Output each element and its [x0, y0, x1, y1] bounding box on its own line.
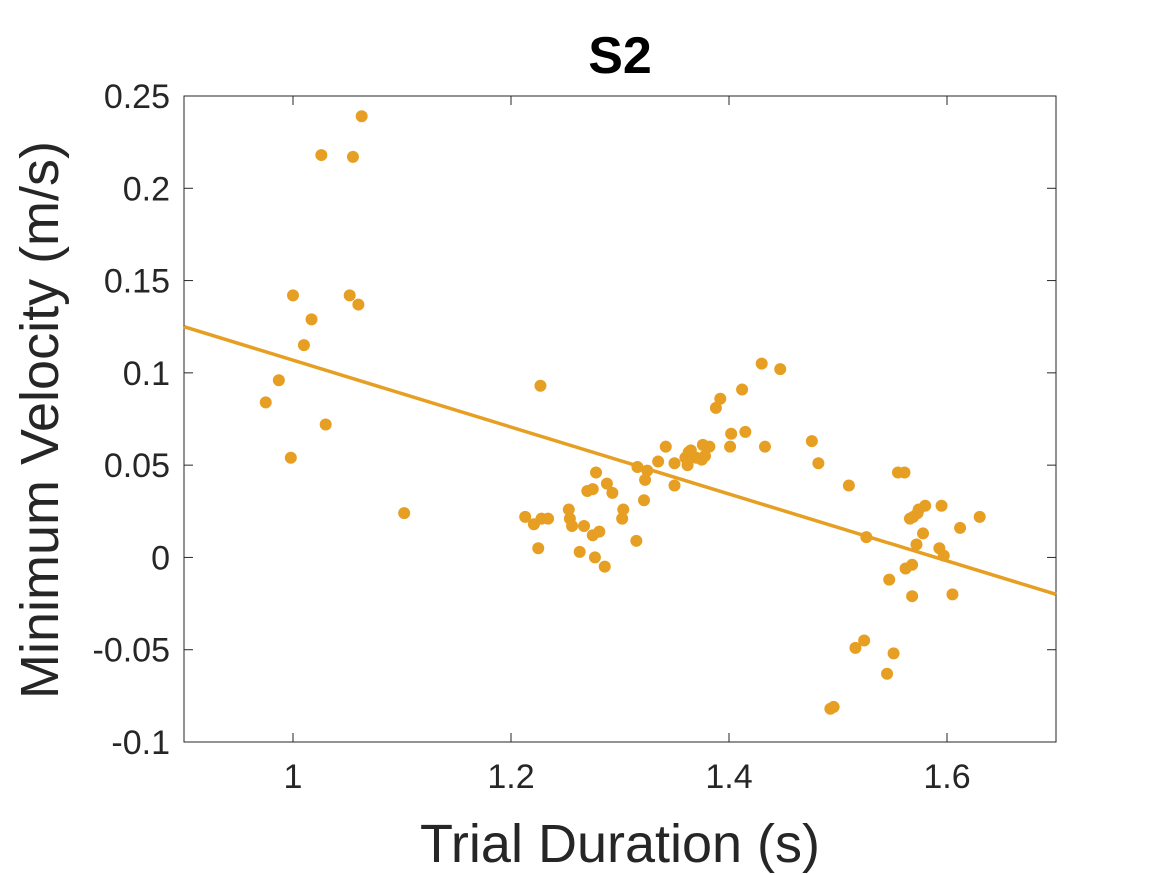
data-point	[315, 149, 328, 162]
y-tick-label: -0.1	[111, 724, 170, 762]
data-point	[973, 510, 986, 523]
data-point	[588, 551, 601, 564]
data-point	[774, 363, 787, 376]
data-point	[881, 667, 894, 680]
data-point	[946, 588, 959, 601]
y-tick-label: 0.25	[104, 78, 170, 116]
data-point	[297, 339, 310, 352]
y-tick-label: -0.05	[93, 632, 171, 670]
data-point	[725, 427, 738, 440]
data-point	[739, 425, 752, 438]
data-point	[586, 483, 599, 496]
data-point	[398, 507, 411, 520]
data-point	[352, 298, 365, 311]
y-tick-label: 0	[151, 539, 170, 577]
data-point	[532, 542, 545, 555]
data-point	[917, 527, 930, 540]
data-point	[272, 374, 285, 387]
data-point	[935, 499, 948, 512]
data-point	[600, 477, 613, 490]
data-point	[284, 451, 297, 464]
data-point	[617, 503, 630, 516]
data-point	[668, 479, 681, 492]
data-point	[562, 503, 575, 516]
chart-title: S2	[588, 27, 652, 85]
data-point	[542, 512, 555, 525]
data-point	[703, 440, 716, 453]
data-point	[668, 457, 681, 470]
data-point	[355, 110, 368, 123]
data-point	[919, 499, 932, 512]
regression-line	[183, 325, 1057, 597]
data-point	[699, 449, 712, 462]
data-point	[593, 525, 606, 538]
data-point	[578, 520, 591, 533]
data-point	[573, 545, 586, 558]
y-tick-label: 0.2	[123, 170, 170, 208]
data-point	[641, 464, 654, 477]
data-point	[758, 440, 771, 453]
data-point	[724, 440, 737, 453]
data-point	[566, 520, 579, 533]
y-tick-label: 0.1	[123, 355, 170, 393]
data-point	[714, 392, 727, 405]
data-point	[887, 647, 900, 660]
data-point	[736, 383, 749, 396]
x-tick-label: 1	[284, 758, 303, 796]
plot-area: 1 1.2 1.4 1.6 -0.1 -0.05 0 0.05 0.1 0.15 0.2 0.25	[93, 78, 1057, 796]
data-point	[534, 379, 547, 392]
x-axis-label: Trial Duration (s)	[420, 814, 820, 874]
data-point	[842, 479, 855, 492]
x-tick-label: 1.2	[487, 758, 534, 796]
data-point	[598, 560, 611, 573]
data-point	[305, 313, 318, 326]
y-axis-label: Minimum Velocity (m/s)	[10, 141, 70, 699]
data-point	[631, 460, 644, 473]
data-point	[590, 466, 603, 479]
data-point	[883, 573, 896, 586]
data-point	[858, 634, 871, 647]
data-point	[606, 486, 619, 499]
data-point	[849, 641, 862, 654]
data-point	[954, 521, 967, 534]
data-point	[755, 357, 768, 370]
data-point	[709, 401, 722, 414]
y-tick-label: 0.05	[104, 447, 170, 485]
data-point	[681, 459, 694, 472]
data-point	[346, 150, 359, 163]
data-point	[630, 534, 643, 547]
data-point	[287, 289, 299, 302]
data-point	[805, 435, 818, 448]
plot-frame	[183, 95, 1057, 743]
data-point	[637, 494, 650, 507]
data-point	[319, 418, 332, 431]
data-point	[812, 457, 825, 470]
data-point	[906, 558, 919, 571]
data-point	[898, 466, 911, 479]
data-point	[259, 396, 272, 409]
data-point	[343, 289, 356, 302]
data-point	[827, 700, 840, 713]
data-point	[860, 531, 873, 544]
data-point	[906, 590, 919, 603]
data-point	[652, 455, 665, 468]
y-tick-label: 0.15	[104, 263, 170, 301]
data-point	[616, 512, 629, 525]
x-tick-label: 1.4	[705, 758, 752, 796]
data-point	[659, 440, 672, 453]
data-point	[519, 510, 532, 523]
data-point	[937, 549, 950, 562]
data-point	[639, 473, 652, 486]
x-tick-label: 1.6	[923, 758, 970, 796]
data-point	[910, 538, 923, 551]
